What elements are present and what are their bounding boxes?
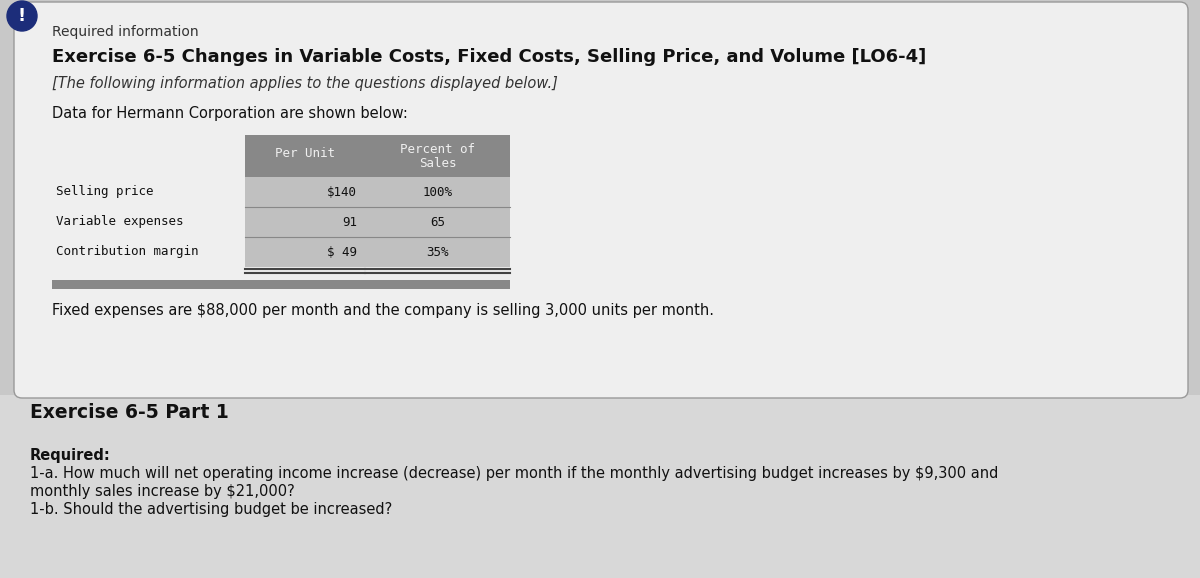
- Bar: [245, 135, 510, 177]
- Bar: [52, 280, 510, 289]
- Text: Fixed expenses are $88,000 per month and the company is selling 3,000 units per : Fixed expenses are $88,000 per month and…: [52, 303, 714, 318]
- Text: 1-b. Should the advertising budget be increased?: 1-b. Should the advertising budget be in…: [30, 502, 392, 517]
- Text: 91: 91: [342, 216, 358, 228]
- Text: monthly sales increase by $21,000?: monthly sales increase by $21,000?: [30, 484, 295, 499]
- Text: Per Unit: Per Unit: [275, 147, 335, 160]
- Text: !: !: [18, 7, 26, 25]
- Text: Exercise 6-5 Part 1: Exercise 6-5 Part 1: [30, 403, 229, 422]
- FancyBboxPatch shape: [14, 2, 1188, 398]
- Bar: [0, 395, 1200, 578]
- Text: 1-a. How much will net operating income increase (decrease) per month if the mon: 1-a. How much will net operating income …: [30, 466, 998, 481]
- Text: Percent of: Percent of: [400, 143, 475, 156]
- Text: Exercise 6-5 Changes in Variable Costs, Fixed Costs, Selling Price, and Volume [: Exercise 6-5 Changes in Variable Costs, …: [52, 48, 926, 66]
- Bar: [245, 177, 510, 207]
- Text: 35%: 35%: [426, 246, 449, 258]
- Circle shape: [7, 1, 37, 31]
- Text: 65: 65: [430, 216, 445, 228]
- Text: $ 49: $ 49: [326, 246, 358, 258]
- Text: Required:: Required:: [30, 448, 110, 463]
- Text: Variable expenses: Variable expenses: [56, 216, 184, 228]
- Text: $140: $140: [326, 186, 358, 198]
- Bar: [245, 207, 510, 237]
- Text: [The following information applies to the questions displayed below.]: [The following information applies to th…: [52, 76, 558, 91]
- Bar: [245, 237, 510, 267]
- Text: Data for Hermann Corporation are shown below:: Data for Hermann Corporation are shown b…: [52, 106, 408, 121]
- Text: Required information: Required information: [52, 25, 199, 39]
- Text: Sales: Sales: [419, 157, 456, 170]
- Text: 100%: 100%: [422, 186, 452, 198]
- Text: Selling price: Selling price: [56, 186, 154, 198]
- Text: Contribution margin: Contribution margin: [56, 246, 198, 258]
